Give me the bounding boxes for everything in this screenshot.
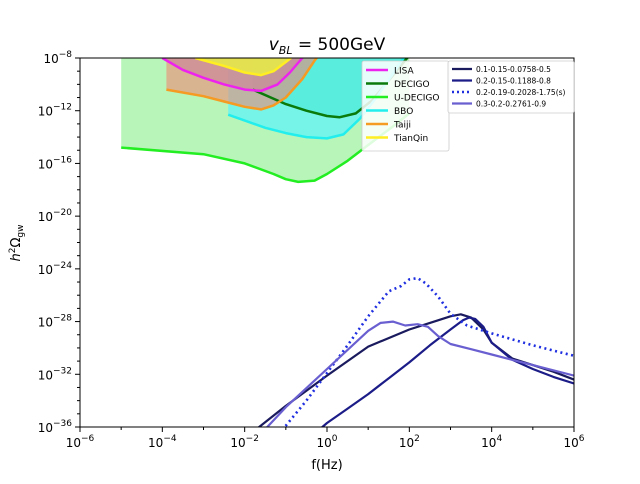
curve-tianqin (194, 58, 293, 77)
legend-label-0-2-0-15-0-1188-0-8: 0.2-0.15-0.1188-0.8 (476, 77, 551, 86)
legend-label-u-decigo: U-DECIGO (394, 94, 439, 104)
x-tick-label: 106 (563, 434, 584, 450)
title-value: = 500GeV (292, 35, 385, 55)
y-tick-label: 10−20 (38, 208, 73, 224)
y-tick-label: 10−24 (38, 261, 73, 277)
axis-ticks: 10−6 10−4 10−2 100 102 104 106 10−36 10−32 10−28 1… (38, 50, 585, 450)
y-tick-label: 10−28 (38, 314, 73, 330)
series-legend-box (447, 60, 575, 114)
chart-title: vBL = 500GeV (269, 35, 386, 57)
legend-label-bbo: BBO (394, 107, 413, 117)
legend-label-taiji: Taiji (393, 121, 411, 131)
x-tick-label: 100 (316, 434, 337, 450)
y-tick-label: 10−12 (38, 103, 72, 119)
legend-label-0-1-0-15-0-0758-0-5: 0.1-0.15-0.0758-0.5 (476, 65, 551, 74)
series-legend: 0.1-0.15-0.0758-0.5 0.2-0.15-0.1188-0.8 0.… (447, 60, 575, 114)
title-subscript: BL (279, 44, 293, 57)
x-tick-label: 10−6 (66, 434, 95, 450)
curve-taiji (166, 58, 319, 111)
legend-label-0-3-0-2-0-2761-0-9: 0.3-0.2-0.2761-0.9 (476, 100, 546, 109)
series-0-2-0-15-0-1188-0-8 (320, 316, 574, 427)
legend-label-decigo: DECIGO (394, 80, 430, 90)
x-tick-label: 104 (481, 434, 502, 450)
x-axis-label: f(Hz) (311, 458, 342, 473)
y-tick-label: 10−36 (38, 419, 73, 435)
y-axis-label: h2Ωgw (8, 225, 26, 262)
x-tick-label: 10−2 (230, 434, 259, 450)
y-tick-label: 10−16 (38, 155, 73, 171)
curve-lisa (161, 58, 305, 93)
series-0-3-0-2-0-2761-0-9 (265, 320, 574, 427)
detector-legend: LISA DECIGO U-DECIGO BBO Taiji TianQin (361, 60, 450, 152)
x-tick-label: 10−4 (148, 434, 177, 450)
y-tick-label: 10−32 (38, 366, 72, 382)
ylabel-omega: Ω (9, 238, 24, 248)
gw-spectra (257, 276, 574, 427)
legend-label-tianqin: TianQin (393, 134, 428, 144)
legend-label-0-2-0-19-0-2028-1-75-s: 0.2-0.19-0.2028-1.75(s) (476, 88, 566, 97)
y-tick-label: 10−8 (43, 50, 72, 66)
x-tick-label: 102 (399, 434, 420, 450)
legend-label-lisa: LISA (394, 67, 415, 77)
ylabel-sub: gw (16, 225, 26, 238)
title-variable: v (269, 35, 280, 55)
ylabel-sup: 2 (8, 248, 18, 254)
series-0-2-0-19-0-2028-1-75-s (282, 276, 574, 427)
ylabel-h: h (9, 253, 24, 261)
region-tianqin (195, 58, 291, 76)
